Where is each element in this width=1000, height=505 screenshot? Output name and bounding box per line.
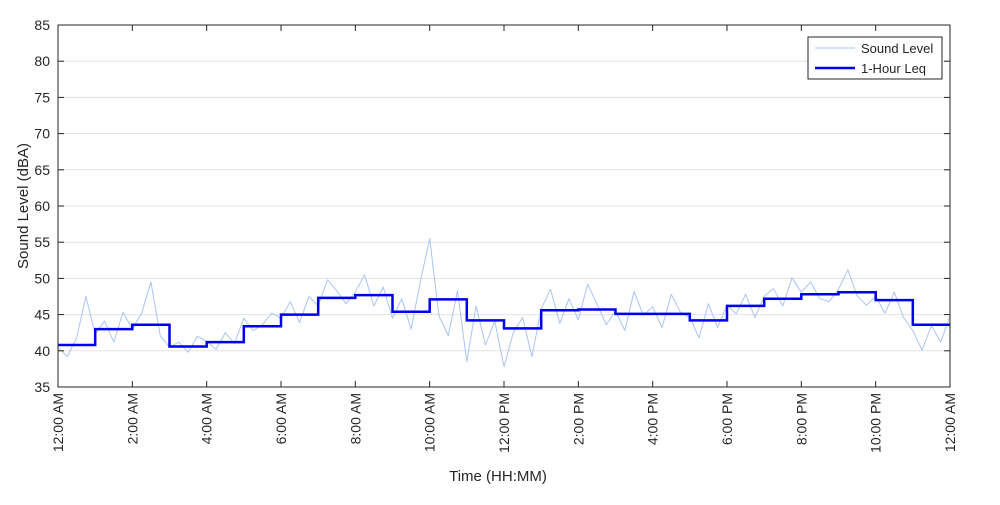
x-tick-label: 6:00 AM bbox=[273, 393, 289, 444]
y-tick-label: 35 bbox=[34, 379, 50, 395]
grid-lines bbox=[58, 60, 950, 352]
y-tick-label: 55 bbox=[34, 234, 50, 250]
x-tick-label: 4:00 PM bbox=[645, 393, 661, 445]
x-tick-label: 10:00 PM bbox=[868, 393, 884, 453]
y-tick-label: 65 bbox=[34, 162, 50, 178]
y-tick-label: 80 bbox=[34, 53, 50, 69]
x-tick-label: 4:00 AM bbox=[199, 393, 215, 444]
legend-label-leq: 1-Hour Leq bbox=[861, 61, 926, 76]
x-tick-label: 2:00 PM bbox=[570, 393, 586, 445]
leq-step-line bbox=[58, 290, 950, 348]
x-axis-label: Time (HH:MM) bbox=[449, 468, 547, 485]
x-tick-label: 10:00 AM bbox=[422, 393, 438, 452]
y-tick-label: 70 bbox=[34, 126, 50, 142]
y-tick-label: 85 bbox=[34, 17, 50, 33]
x-tick-label: 8:00 PM bbox=[793, 393, 809, 445]
y-tick-label: 50 bbox=[34, 270, 50, 286]
legend-box bbox=[807, 36, 943, 80]
y-tick-label: 45 bbox=[34, 307, 50, 323]
leq-series bbox=[58, 290, 950, 348]
x-tick-label: 12:00 AM bbox=[50, 393, 66, 452]
y-axis-ticks: 35 40 45 50 55 60 65 70 75 80 85 bbox=[34, 17, 950, 395]
plot-area bbox=[58, 238, 950, 368]
legend: Sound Level 1-Hour Leq bbox=[807, 36, 943, 80]
x-axis-ticks: 12:00 AM 2:00 AM 4:00 AM 6:00 AM 8:00 AM 10:0… bbox=[50, 25, 958, 453]
y-tick-label: 60 bbox=[34, 198, 50, 214]
x-tick-label: 12:00 PM bbox=[496, 393, 512, 453]
x-tick-label: 12:00 AM bbox=[942, 393, 958, 452]
x-tick-label: 8:00 AM bbox=[347, 393, 363, 444]
legend-label-sound-level: Sound Level bbox=[861, 41, 933, 56]
x-tick-label: 2:00 AM bbox=[124, 393, 140, 444]
y-tick-label: 75 bbox=[34, 89, 50, 105]
y-axis-label: Sound Level (dBA) bbox=[15, 143, 32, 269]
x-tick-label: 6:00 PM bbox=[719, 393, 735, 445]
y-tick-label: 40 bbox=[34, 343, 50, 359]
